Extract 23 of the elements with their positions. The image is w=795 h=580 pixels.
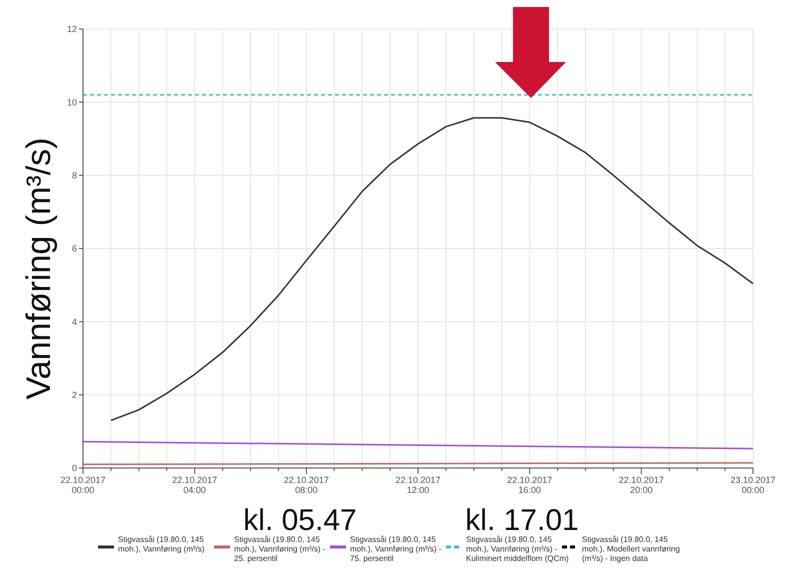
legend-label: Stigvassåi (19.80.0, 145 moh.), Vannføring (m³/s) - 25. persentil [234, 535, 326, 563]
x-tick-label: 22.10.2017 16:00 [507, 475, 552, 495]
y-tick-label: 2 [72, 390, 77, 400]
line-series [110, 117, 754, 422]
x-tick-label: 23.10.2017 00:00 [730, 475, 776, 495]
x-tick-label: 22.10.2017 20:00 [618, 475, 664, 495]
y-tick-label: 12 [66, 24, 77, 34]
text: kl. 17.01 [465, 504, 579, 537]
y-tick-label: 8 [72, 170, 77, 180]
y-tick-label: 4 [72, 316, 77, 327]
legend-label: Stigvassåi (19.80.0, 145 moh.), Vannføring (m³/s) - 75. persentil [350, 535, 442, 563]
x-tick-label: 22.10.2017 00:00 [60, 475, 106, 495]
legend-label: Stigvassåi (19.80.0, 145 moh.), Vannføring (m³/s) - Kuliminert middelflom (QCm) [466, 535, 570, 563]
x-tick-label: 22.10.2017 08:00 [284, 475, 329, 495]
legend-label: Stigvassåi (19.80.0, 145 moh.), Vannføring (m³/s) [118, 535, 205, 554]
y-tick-label: 10 [66, 97, 77, 108]
y-tick-label: 6 [72, 244, 77, 254]
y-axis-title: Vannføring (m³/s) [20, 138, 58, 400]
text: kl. 05.47 [243, 504, 357, 537]
legend-label: Stigvassåi (19.80.0, 145 moh.), Modellert vannføring (m³/s) - Ingen data [582, 535, 680, 563]
x-tick-label: 22.10.2017 04:00 [172, 475, 218, 495]
x-tick-label: 22.10.2017 12:00 [395, 475, 441, 495]
y-tick-label: 0 [72, 463, 77, 474]
